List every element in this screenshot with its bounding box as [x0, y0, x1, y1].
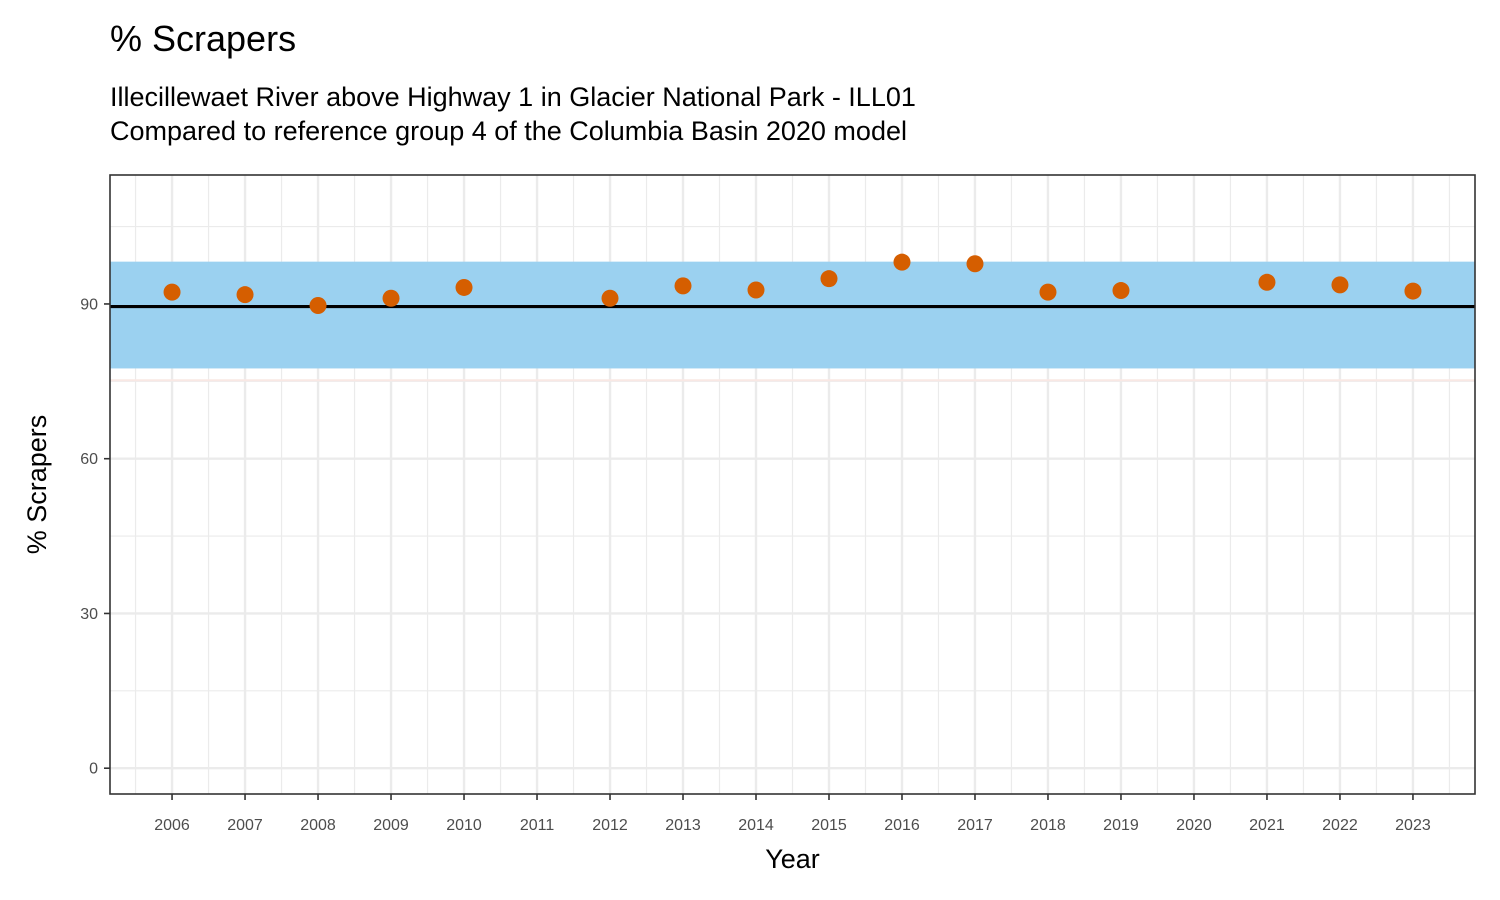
x-tick-label: 2010: [446, 817, 482, 834]
x-tick-label: 2016: [884, 817, 920, 834]
data-point-2023: [1404, 282, 1422, 300]
reference-band: [110, 261, 1475, 369]
x-tick-label: 2023: [1395, 817, 1431, 834]
y-tick-label: 30: [80, 606, 98, 623]
x-tick-label: 2006: [154, 817, 190, 834]
x-tick-label: 2020: [1176, 817, 1212, 834]
x-axis: 2006 2007 2008 2009 2010 2011 2012 2013 2014 2015…: [154, 794, 1431, 834]
data-point-2019: [1112, 282, 1130, 300]
chart-subtitle-line-1: Illecillewaet River above Highway 1 in G…: [110, 82, 916, 112]
y-tick-label: 90: [80, 296, 98, 313]
data-point-2016: [893, 253, 911, 271]
x-tick-label: 2017: [957, 817, 993, 834]
chart-subtitle-line-2: Compared to reference group 4 of the Col…: [110, 116, 907, 146]
x-tick-label: 2022: [1322, 817, 1358, 834]
plot-panel-border: [109, 174, 1476, 795]
y-tick-label: 60: [80, 451, 98, 468]
data-point-2022: [1331, 276, 1349, 294]
data-point-2010: [455, 278, 473, 296]
y-tick-label: 0: [89, 761, 98, 778]
data-point-2017: [966, 255, 984, 273]
x-tick-label: 2012: [592, 817, 628, 834]
x-tick-label: 2008: [300, 817, 336, 834]
x-tick-label: 2014: [738, 817, 774, 834]
data-point-2007: [236, 286, 254, 304]
x-axis-title: Year: [765, 844, 820, 874]
y-axis: 0 30 60 90: [80, 296, 110, 778]
x-tick-label: 2013: [665, 817, 701, 834]
x-tick-label: 2015: [811, 817, 847, 834]
x-tick-label: 2011: [520, 817, 555, 834]
x-tick-label: 2018: [1030, 817, 1066, 834]
data-point-2014: [747, 281, 765, 299]
data-point-2015: [820, 270, 838, 288]
x-tick-label: 2019: [1103, 817, 1139, 834]
data-point-2009: [382, 289, 400, 307]
data-point-2021: [1258, 273, 1276, 291]
data-point-2012: [601, 289, 619, 307]
data-point-2018: [1039, 283, 1057, 301]
y-axis-title: % Scrapers: [22, 415, 52, 555]
data-points: [163, 253, 1422, 315]
x-tick-label: 2007: [227, 817, 263, 834]
data-point-2008: [309, 297, 327, 315]
chart-title: % Scrapers: [110, 18, 297, 59]
data-point-2006: [163, 283, 181, 301]
x-tick-label: 2009: [373, 817, 409, 834]
data-point-2013: [674, 277, 692, 295]
x-tick-label: 2021: [1249, 817, 1285, 834]
